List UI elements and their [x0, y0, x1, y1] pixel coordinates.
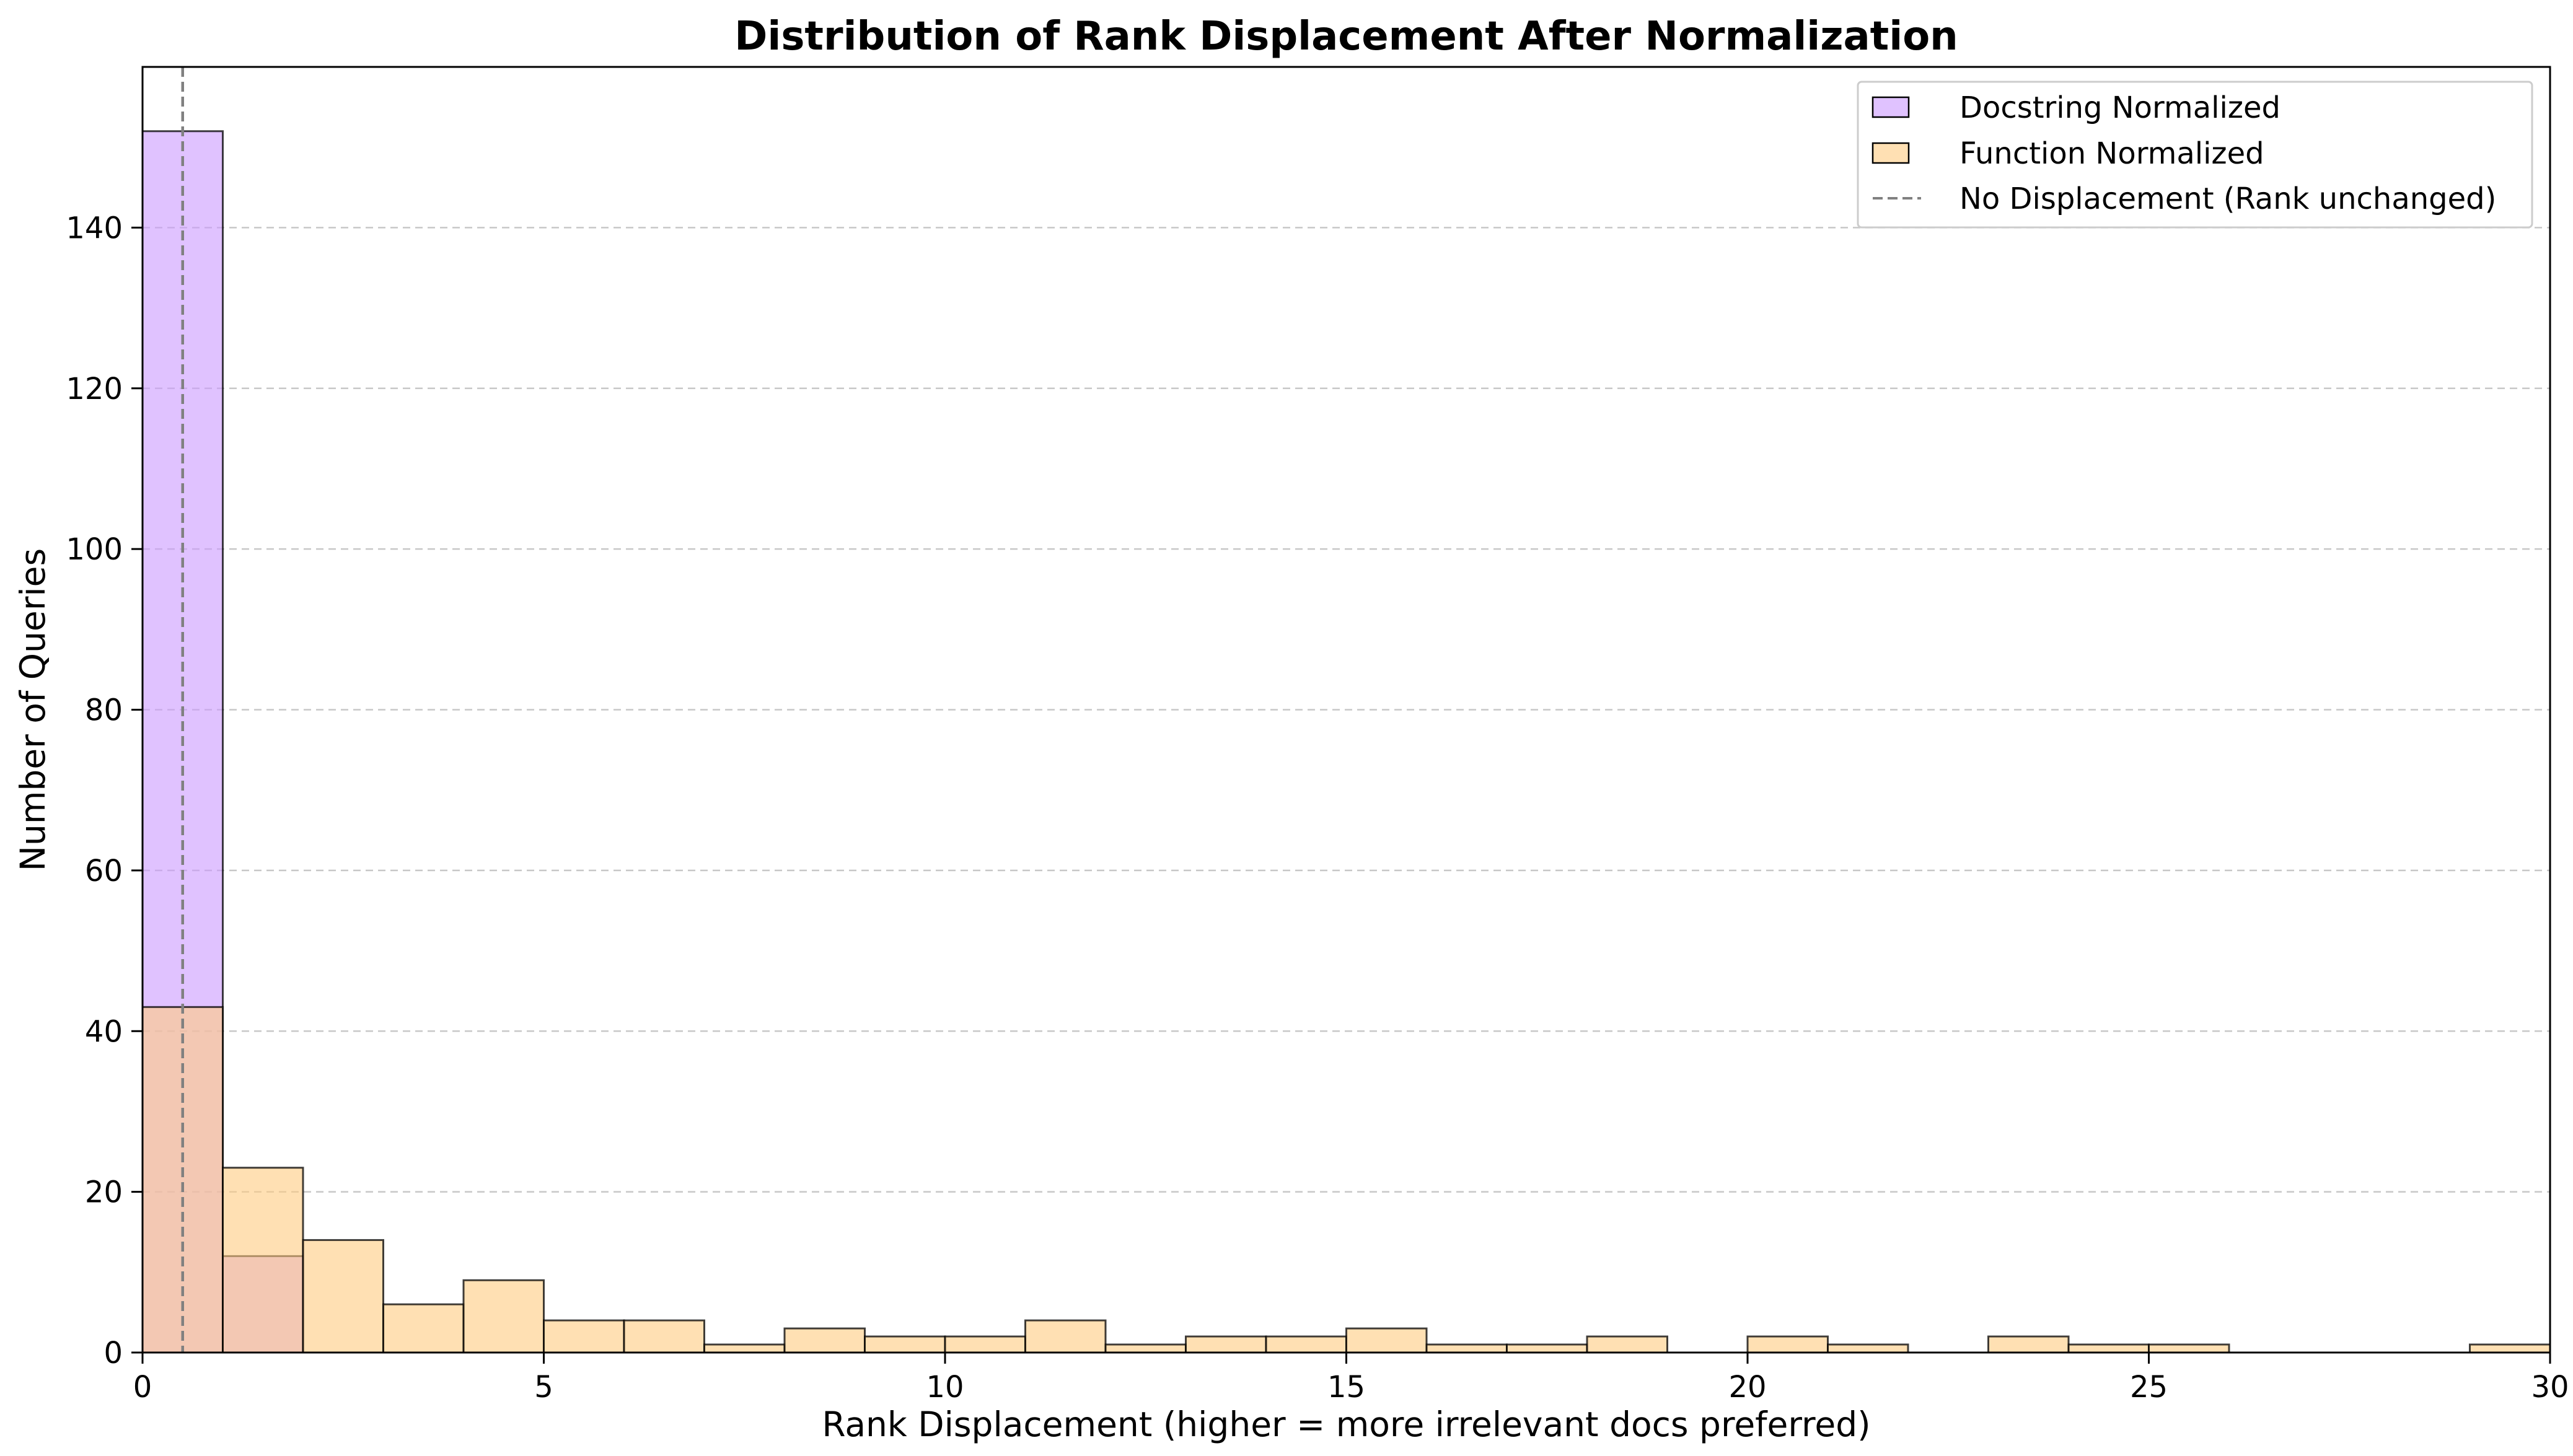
bar-function-normalized [1104, 1343, 1187, 1354]
x-tick-label: 30 [2531, 1370, 2569, 1405]
bar-function-normalized [1746, 1335, 1829, 1354]
x-tick-label: 20 [1728, 1370, 1766, 1405]
bar-function-normalized [2067, 1343, 2150, 1354]
bar-function-normalized [462, 1279, 545, 1354]
y-tick-label: 0 [103, 1336, 123, 1370]
legend-swatch-function [1871, 142, 1910, 164]
y-tick-label: 40 [85, 1014, 123, 1049]
bar-function-normalized [2148, 1343, 2230, 1354]
x-tick-label: 5 [534, 1370, 553, 1405]
x-tick-label: 10 [926, 1370, 964, 1405]
bar-function-normalized [222, 1167, 304, 1354]
legend-frame [1857, 81, 2533, 229]
bar-function-normalized [1024, 1319, 1107, 1354]
y-tick-label: 80 [85, 693, 123, 728]
x-tick-label: 25 [2130, 1370, 2168, 1405]
bar-function-normalized [302, 1239, 384, 1354]
y-tick-label: 100 [66, 532, 123, 567]
bar-function-normalized [1185, 1335, 1267, 1354]
histogram-bars [141, 130, 2551, 1354]
chart-title: Distribution of Rank Displacement After … [734, 14, 1958, 59]
bar-function-normalized [1827, 1343, 1909, 1354]
bar-function-normalized [382, 1303, 465, 1354]
x-axis-label: Rank Displacement (higher = more irrelev… [822, 1405, 1870, 1444]
grid-lines [143, 227, 2550, 1193]
bar-function-normalized [703, 1343, 786, 1354]
x-tick-label: 0 [133, 1370, 152, 1405]
y-tick-label: 60 [85, 854, 123, 888]
x-axis-ticks: 0 5 10 15 20 25 30 [133, 1353, 2569, 1405]
bar-function-normalized [1425, 1343, 1508, 1354]
bar-function-normalized [864, 1335, 946, 1354]
y-tick-label: 140 [66, 211, 123, 245]
legend-label-function: Function Normalized [1959, 136, 2264, 171]
y-tick-label: 120 [66, 372, 123, 406]
y-axis-ticks: 0 20 40 60 80 100 120 140 [66, 211, 143, 1370]
bar-function-normalized [783, 1327, 866, 1354]
legend-swatch-docstring [1871, 96, 1910, 118]
legend: Docstring Normalized Function Normalized… [1857, 81, 2533, 229]
bar-function-normalized [1987, 1335, 2070, 1354]
legend-label-docstring: Docstring Normalized [1959, 90, 2281, 125]
bar-function-normalized [141, 1006, 224, 1354]
legend-label-reference-line: No Displacement (Rank unchanged) [1959, 182, 2496, 216]
bar-function-normalized [623, 1319, 705, 1354]
bar-function-normalized [1265, 1335, 1347, 1354]
y-axis-label: Number of Queries [13, 548, 53, 871]
bar-function-normalized [1506, 1343, 1588, 1354]
x-tick-label: 15 [1327, 1370, 1365, 1405]
bar-function-normalized [944, 1335, 1026, 1354]
bar-function-normalized [543, 1319, 625, 1354]
bar-function-normalized [1345, 1327, 1428, 1354]
bar-function-normalized [1586, 1335, 1668, 1354]
bar-function-normalized [2469, 1343, 2551, 1354]
y-tick-label: 20 [85, 1175, 123, 1210]
